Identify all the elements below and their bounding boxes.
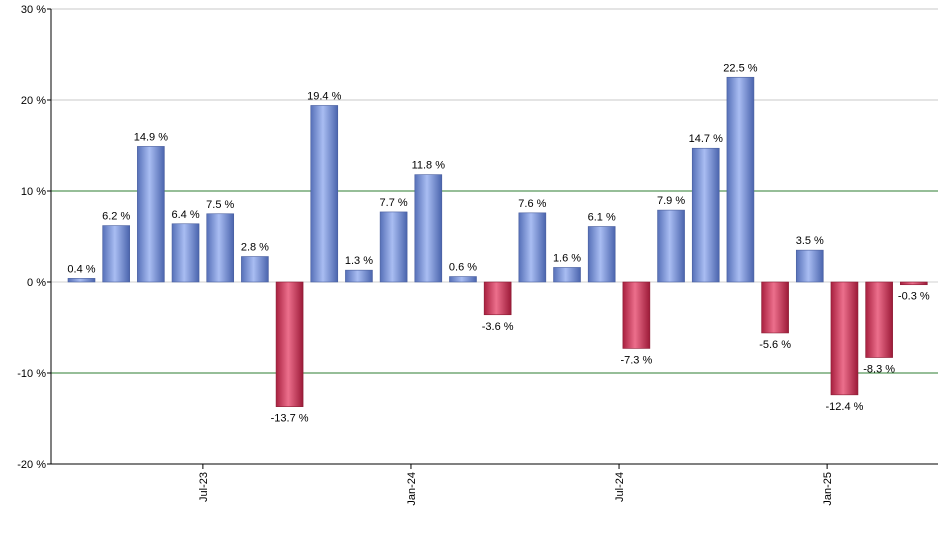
- bar-value-label: 14.7 %: [689, 133, 723, 145]
- bar-value-label: 1.6 %: [553, 252, 581, 264]
- bar: [414, 174, 443, 283]
- bar: [137, 146, 165, 283]
- bar: [310, 105, 339, 283]
- bar: [449, 276, 477, 283]
- bar-value-label: -7.3 %: [620, 354, 652, 366]
- bar-value-label: 6.4 %: [171, 209, 199, 221]
- x-tick-label: Jul-23: [198, 472, 210, 502]
- bar-value-label: 22.5 %: [723, 62, 757, 74]
- bar: [379, 211, 408, 283]
- bar: [275, 281, 304, 407]
- bar-value-label: -12.4 %: [825, 401, 863, 413]
- x-tick-label: Jul-24: [614, 472, 626, 502]
- labels-layer: 0.4 % 6.2 % 14.9 % 6.4 % 7.5 % 2.8 % -13.7 % 19…: [67, 62, 930, 424]
- bar-value-label: 19.4 %: [307, 90, 341, 102]
- bar-value-label: 1.3 %: [345, 255, 373, 267]
- bar: [587, 226, 616, 283]
- y-tick-label: 0 %: [27, 277, 46, 289]
- bar: [726, 76, 755, 283]
- y-tick-label: 20 %: [21, 95, 46, 107]
- bar-value-label: 0.6 %: [449, 262, 477, 274]
- bar: [518, 212, 547, 283]
- bar: [761, 281, 789, 334]
- bar-value-label: 2.8 %: [241, 242, 269, 254]
- bar: [171, 223, 200, 283]
- bar-value-label: 7.7 %: [380, 197, 408, 209]
- bar: [657, 209, 685, 283]
- bar: [865, 281, 893, 358]
- bar-value-label: 7.5 %: [206, 199, 234, 211]
- bar: [206, 213, 235, 283]
- bars-layer: [67, 76, 928, 407]
- bar: [691, 147, 720, 283]
- x-tick-label: Jan-24: [406, 472, 418, 506]
- bar: [795, 249, 824, 283]
- axis-layer: -20 % -10 % 0 % 10 % 20 % 30 % Jul-23 Jan-24 Jul…: [17, 4, 938, 506]
- bar-value-label: 6.1 %: [588, 211, 616, 223]
- bar-value-label: 14.9 %: [134, 131, 168, 143]
- bar-value-label: 0.4 %: [67, 263, 95, 275]
- bar-value-label: 11.8 %: [412, 160, 446, 172]
- y-tick-label: -20 %: [17, 459, 46, 471]
- bar: [483, 281, 512, 316]
- x-tick-label: Jan-25: [822, 472, 834, 506]
- bar-value-label: -5.6 %: [759, 339, 791, 351]
- bar-value-label: -3.6 %: [482, 321, 514, 333]
- y-tick-label: 30 %: [21, 4, 46, 16]
- bar-value-label: -13.7 %: [271, 413, 309, 425]
- y-tick-label: -10 %: [17, 368, 46, 380]
- bar: [241, 256, 269, 283]
- bar: [622, 281, 651, 349]
- bar-value-label: -0.3 %: [898, 291, 930, 303]
- bar: [102, 225, 130, 283]
- bar-value-label: 3.5 %: [796, 235, 824, 247]
- bar: [900, 281, 928, 286]
- bar-value-label: 7.6 %: [518, 198, 546, 210]
- bar-value-label: 7.9 %: [657, 195, 685, 207]
- bar: [67, 278, 96, 283]
- bar: [830, 281, 859, 396]
- bar-value-label: -8.3 %: [863, 364, 895, 376]
- bar-value-label: 6.2 %: [102, 211, 130, 223]
- bar: [345, 269, 373, 283]
- y-tick-label: 10 %: [21, 186, 46, 198]
- bar: [553, 267, 581, 283]
